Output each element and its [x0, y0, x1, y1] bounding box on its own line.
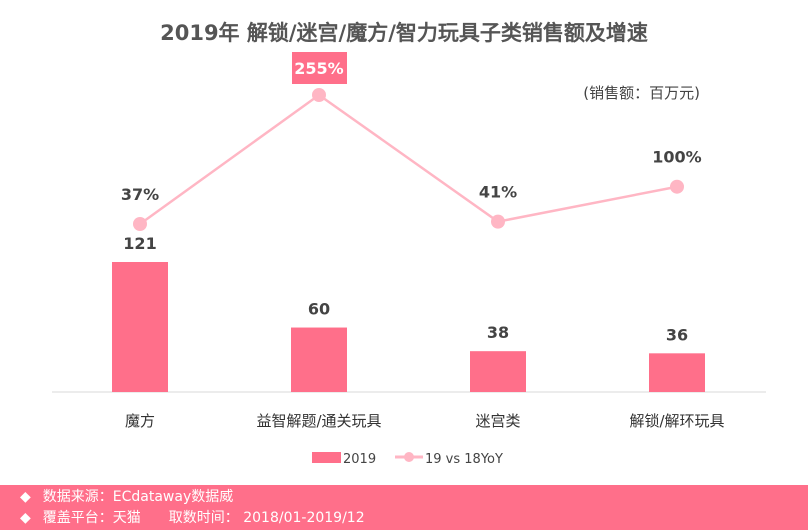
yoy-value-label: 100% — [652, 148, 701, 167]
footer-line-platform: ◆ 覆盖平台：天猫 取数时间： 2018/01-2019/12 — [20, 508, 377, 528]
chart-title: 2019年 解锁/迷宫/魔方/智力玩具子类销售额及增速 — [160, 21, 648, 45]
yoy-point — [312, 88, 326, 102]
bar — [470, 351, 526, 392]
bar — [291, 327, 347, 392]
yoy-value-label: 255% — [294, 59, 343, 78]
highlight-label-box — [292, 52, 347, 84]
bar-value-label: 121 — [123, 234, 156, 253]
legend-swatch-marker — [404, 452, 414, 462]
bar — [649, 353, 705, 392]
source-text: 数据来源：ECdataway数据威 — [42, 489, 234, 505]
footer-line-source: ◆ 数据来源：ECdataway数据威 — [20, 487, 245, 507]
yoy-point — [133, 217, 147, 231]
diamond-icon: ◆ — [20, 510, 31, 526]
x-tick-label: 魔方 — [125, 412, 155, 430]
yoy-line — [139, 93, 678, 226]
legend: 2019 19 vs 18YoY — [312, 452, 503, 467]
bar-value-label: 60 — [308, 300, 330, 319]
x-tick-label: 解锁/解环玩具 — [629, 412, 724, 430]
platform-text: 覆盖平台：天猫 — [42, 510, 141, 526]
x-tick-label: 益智解题/通关玩具 — [256, 412, 381, 430]
bar-value-label: 36 — [666, 325, 688, 344]
yoy-point — [491, 214, 505, 229]
yoy-value-label: 37% — [121, 185, 159, 204]
x-tick-label: 迷宫类 — [475, 412, 520, 430]
legend-label-line: 19 vs 18YoY — [425, 452, 503, 467]
legend-label-bar: 2019 — [343, 452, 376, 467]
bar-value-label: 38 — [487, 323, 509, 342]
chart: 2019年 解锁/迷宫/魔方/智力玩具子类销售额及增速 (销售额：百万元) 魔方… — [52, 21, 766, 467]
legend-swatch-bar — [312, 452, 341, 463]
yoy-value-label: 41% — [479, 183, 517, 202]
diamond-icon: ◆ — [20, 489, 31, 505]
yoy-point — [670, 179, 684, 194]
bar — [112, 262, 168, 392]
source-footer: ◆ 数据来源：ECdataway数据威 ◆ 覆盖平台：天猫 取数时间： 2018/01… — [0, 485, 808, 530]
unit-note: (销售额：百万元) — [583, 84, 700, 102]
period-text: 取数时间： 2018/01-2019/12 — [168, 510, 365, 526]
